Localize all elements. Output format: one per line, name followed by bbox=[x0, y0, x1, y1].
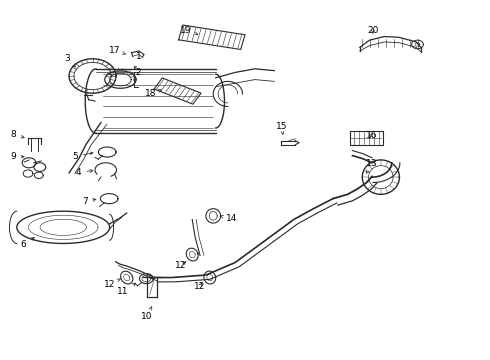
Text: 7: 7 bbox=[82, 197, 96, 206]
Text: 10: 10 bbox=[141, 307, 152, 321]
Text: 5: 5 bbox=[72, 152, 93, 161]
Text: 9: 9 bbox=[11, 152, 24, 161]
Text: 13: 13 bbox=[366, 159, 378, 174]
Text: 2: 2 bbox=[134, 68, 141, 81]
Text: 8: 8 bbox=[11, 130, 24, 139]
Text: 15: 15 bbox=[276, 122, 288, 134]
Text: 20: 20 bbox=[367, 26, 379, 35]
Text: 6: 6 bbox=[21, 238, 34, 249]
Text: 14: 14 bbox=[220, 214, 238, 223]
Text: 18: 18 bbox=[145, 89, 162, 98]
Text: 11: 11 bbox=[117, 283, 136, 296]
Text: 16: 16 bbox=[366, 131, 378, 140]
Text: 19: 19 bbox=[180, 26, 198, 35]
Text: 3: 3 bbox=[64, 54, 75, 67]
Text: 12: 12 bbox=[104, 279, 121, 289]
Text: 1: 1 bbox=[134, 52, 141, 69]
Text: 4: 4 bbox=[75, 168, 93, 177]
Text: 12: 12 bbox=[175, 261, 186, 270]
Text: 12: 12 bbox=[194, 282, 205, 291]
Text: 17: 17 bbox=[109, 46, 126, 55]
